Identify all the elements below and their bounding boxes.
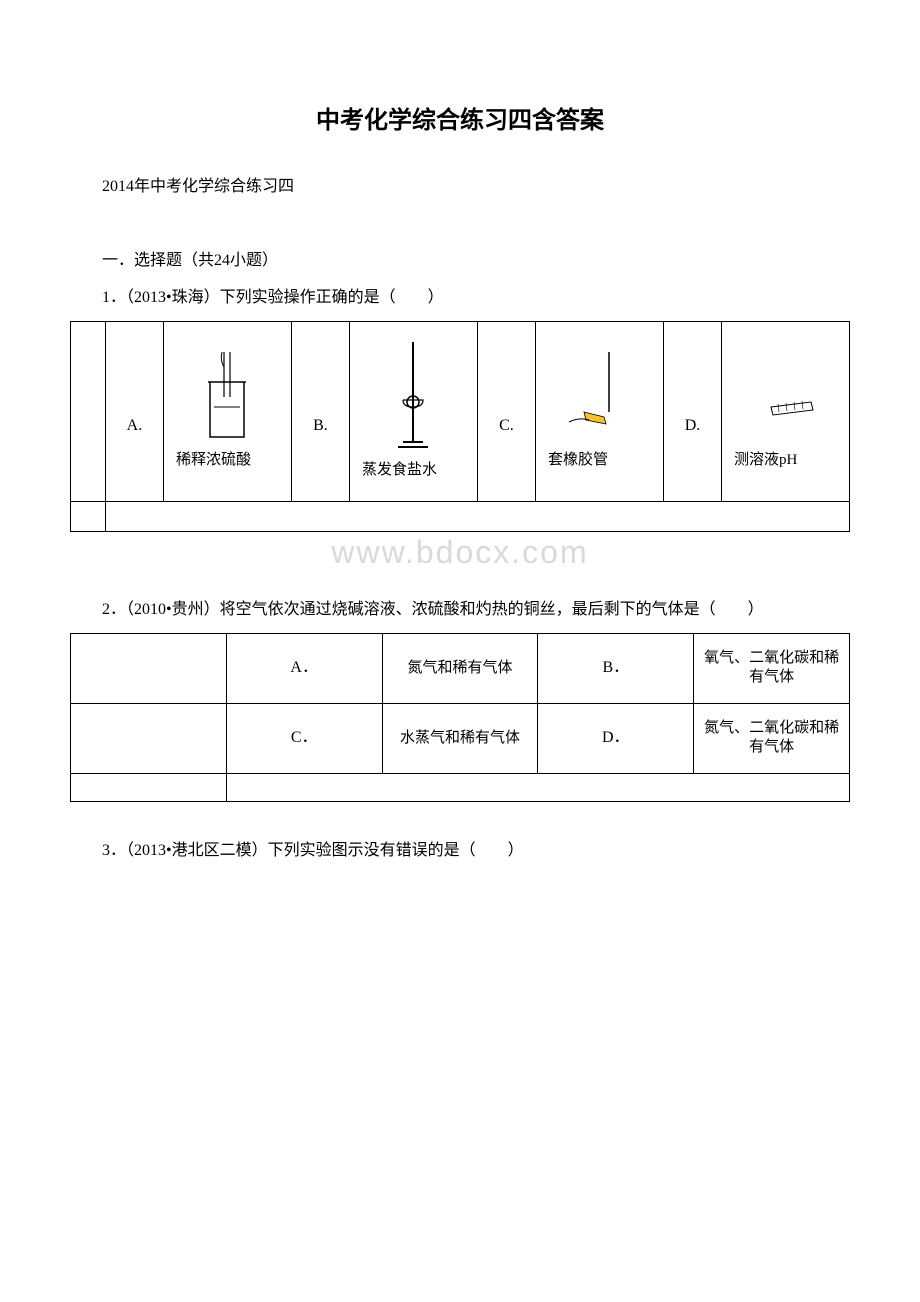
evaporating-icon: [388, 342, 438, 452]
option-A-letter: A.: [105, 321, 163, 501]
section-label: 一．选择题（共24小题）: [70, 247, 850, 276]
table-cell-empty: [71, 703, 227, 773]
page-title: 中考化学综合练习四含答案: [70, 100, 850, 143]
option-C-caption: 套橡胶管: [544, 450, 655, 471]
watermark: www.bdocx.com: [70, 524, 850, 582]
table-cell-empty: [226, 773, 849, 801]
option-B-letter: B．: [538, 633, 694, 703]
table-cell-empty: [71, 321, 106, 501]
table-row: A. 稀释浓硫酸 B. 蒸发食盐水 C.: [71, 321, 850, 501]
option-A-text: 氮气和稀有气体: [382, 633, 538, 703]
option-B-text: 氧气、二氧化碳和稀有气体: [694, 633, 850, 703]
table-cell-empty: [71, 773, 227, 801]
option-D-letter: D．: [538, 703, 694, 773]
diluting-acid-icon: [202, 352, 252, 442]
table-row-empty: [71, 773, 850, 801]
option-A-letter: A．: [226, 633, 382, 703]
table-cell-empty: [71, 633, 227, 703]
question-1-text: 1．（2013•珠海）下列实验操作正确的是（ ）: [70, 284, 850, 313]
subtitle: 2014年中考化学综合练习四: [70, 173, 850, 202]
option-D-content: 测溶液pH: [722, 321, 850, 501]
option-D-caption: 测溶液pH: [730, 450, 841, 471]
option-C-text: 水蒸气和稀有气体: [382, 703, 538, 773]
table-row: A． 氮气和稀有气体 B． 氧气、二氧化碳和稀有气体: [71, 633, 850, 703]
option-B-caption: 蒸发食盐水: [358, 460, 469, 481]
option-A-caption: 稀释浓硫酸: [172, 450, 283, 471]
option-A-content: 稀释浓硫酸: [164, 321, 292, 501]
option-C-letter: C.: [477, 321, 535, 501]
option-B-letter: B.: [291, 321, 349, 501]
option-C-content: 套橡胶管: [536, 321, 664, 501]
table-cell-empty: [71, 501, 106, 531]
question-1-table: A. 稀释浓硫酸 B. 蒸发食盐水 C.: [70, 321, 850, 532]
rubber-tube-icon: [564, 352, 634, 442]
question-2-text: 2．（2010•贵州）将空气依次通过烧碱溶液、浓硫酸和灼热的铜丝，最后剩下的气体…: [70, 596, 850, 625]
option-D-letter: D.: [663, 321, 721, 501]
table-row-empty: [71, 501, 850, 531]
table-row: C． 水蒸气和稀有气体 D． 氮气、二氧化碳和稀有气体: [71, 703, 850, 773]
option-C-letter: C．: [226, 703, 382, 773]
option-D-text: 氮气、二氧化碳和稀有气体: [694, 703, 850, 773]
option-B-content: 蒸发食盐水: [350, 321, 478, 501]
table-cell-empty: [105, 501, 849, 531]
question-2-table: A． 氮气和稀有气体 B． 氧气、二氧化碳和稀有气体 C． 水蒸气和稀有气体 D…: [70, 633, 850, 802]
ph-test-icon: [756, 352, 816, 442]
question-3-text: 3．（2013•港北区二模）下列实验图示没有错误的是（ ）: [70, 837, 850, 866]
